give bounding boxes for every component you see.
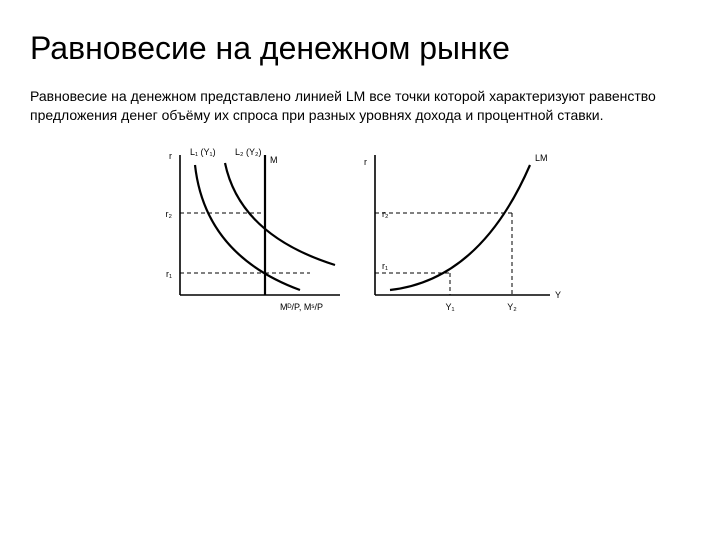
y2-label: Y₂	[507, 302, 517, 312]
l2-curve	[225, 163, 335, 265]
left-x-axis-label: Mᴰ/P, Mˢ/P	[280, 302, 323, 312]
y1-label: Y₁	[445, 302, 454, 312]
lm-diagram: r L₁ (Y₁) L₂ (Y₂) M r₂ r₁ Mᴰ/P, Mˢ/P r L…	[150, 145, 570, 335]
right-panel: r LM r₂ r₁ Y₁ Y₂ Y	[364, 153, 561, 312]
lm-curve	[390, 165, 530, 290]
left-r1-label: r₁	[166, 269, 172, 279]
page-title: Равновесие на денежном рынке	[30, 30, 690, 67]
right-r2-label: r₂	[382, 209, 389, 219]
left-r-axis-label: r	[169, 151, 172, 161]
m-label: M	[270, 155, 278, 165]
l1-curve	[195, 165, 300, 290]
right-r-axis-label: r	[364, 157, 367, 167]
lm-label: LM	[535, 153, 548, 163]
left-r2-label: r₂	[166, 209, 173, 219]
right-r1-label: r₁	[382, 261, 388, 271]
left-panel: r L₁ (Y₁) L₂ (Y₂) M r₂ r₁ Mᴰ/P, Mˢ/P	[166, 147, 341, 312]
l1-label: L₁ (Y₁)	[190, 147, 216, 157]
l2-label: L₂ (Y₂)	[235, 147, 262, 157]
body-paragraph: Равновесие на денежном представлено лини…	[30, 87, 690, 125]
right-x-axis-label: Y	[555, 290, 561, 300]
